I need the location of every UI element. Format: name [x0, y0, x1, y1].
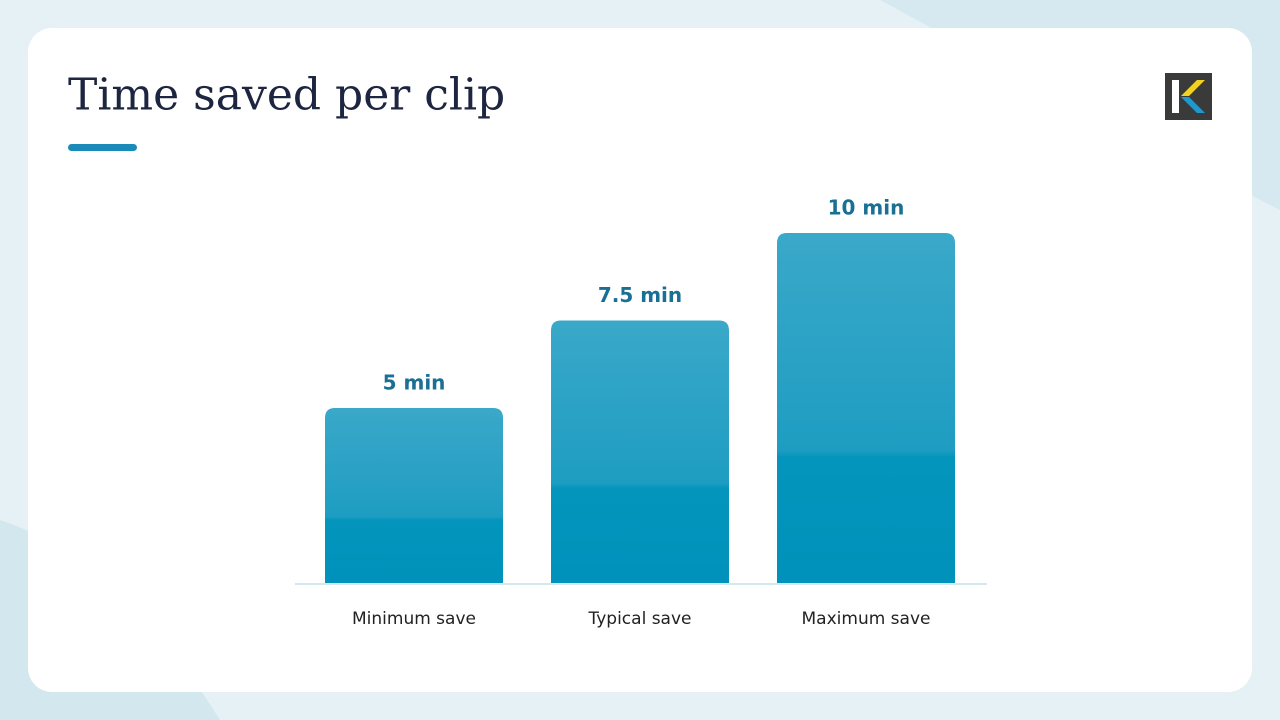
logo-arm [1181, 80, 1205, 96]
x-tick-label: Typical save [588, 609, 692, 629]
x-tick-label: Maximum save [802, 609, 931, 629]
bar [777, 233, 955, 583]
bar [551, 320, 729, 583]
title-underline [68, 144, 137, 151]
value-label: 10 min [828, 196, 905, 220]
x-tick-label: Minimum save [352, 609, 476, 629]
value-label: 5 min [383, 371, 446, 395]
chart-title: Time saved per clip [68, 70, 505, 121]
logo-stem [1172, 80, 1179, 113]
bar [325, 408, 503, 583]
value-label: 7.5 min [598, 283, 682, 307]
logo-leg [1181, 97, 1205, 113]
logo [1165, 73, 1212, 120]
